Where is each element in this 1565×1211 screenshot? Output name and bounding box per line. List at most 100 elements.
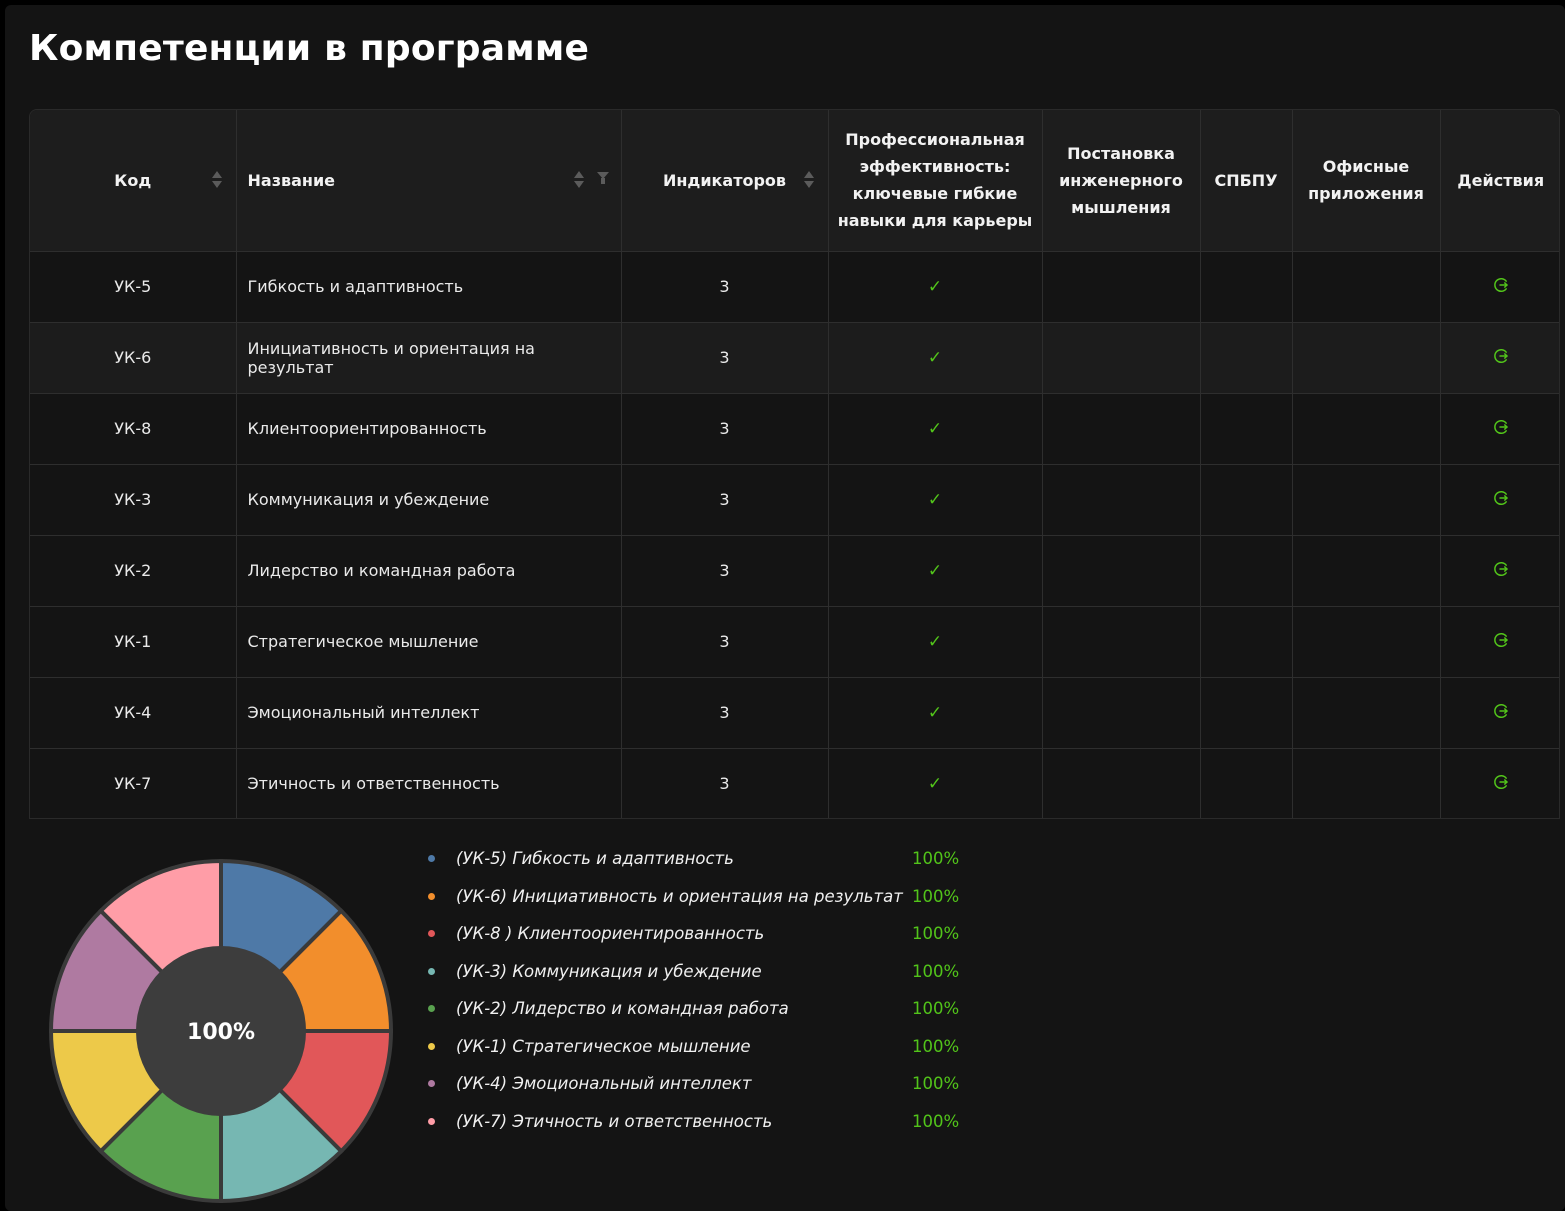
cell-actions bbox=[1440, 251, 1559, 323]
cell-course-office-apps bbox=[1292, 393, 1441, 465]
column-header-name[interactable]: Название bbox=[236, 110, 622, 252]
legend-label: (УК-1) Стратегическое мышление bbox=[456, 1036, 751, 1056]
logout-circle-icon[interactable] bbox=[1492, 489, 1510, 507]
cell-indicators: 3 bbox=[621, 677, 829, 749]
column-header-name-label: Название bbox=[247, 170, 336, 190]
cell-code: УК-8 bbox=[30, 393, 237, 465]
logout-circle-icon[interactable] bbox=[1492, 276, 1510, 294]
legend-percent: 100% bbox=[912, 1036, 960, 1056]
legend-dot bbox=[428, 930, 435, 938]
legend-percent: 100% bbox=[912, 999, 960, 1019]
legend-item[interactable]: (УК-4) Эмоциональный интеллект 100% bbox=[420, 1065, 980, 1103]
competencies-table: Код Название Индикаторов Профессиональна… bbox=[29, 109, 1560, 819]
cell-actions bbox=[1440, 535, 1559, 607]
legend-dot bbox=[428, 1080, 435, 1088]
check-icon: ✓ bbox=[927, 418, 943, 439]
cell-course-office-apps bbox=[1292, 535, 1441, 607]
cell-course-engineering-thinking bbox=[1042, 677, 1201, 749]
legend-item[interactable]: (УК-7) Этичность и ответственность 100% bbox=[420, 1103, 980, 1141]
table-row: УК-2 Лидерство и командная работа 3 ✓ bbox=[30, 535, 1559, 607]
cell-actions bbox=[1440, 393, 1559, 465]
pie-center bbox=[136, 946, 306, 1116]
check-icon: ✓ bbox=[927, 702, 943, 723]
logout-circle-icon[interactable] bbox=[1492, 347, 1510, 365]
legend-percent: 100% bbox=[912, 849, 960, 869]
cell-actions bbox=[1440, 748, 1559, 818]
column-header-course-spbpu: СПБПУ bbox=[1200, 110, 1293, 252]
cell-indicators: 3 bbox=[621, 251, 829, 323]
cell-indicators: 3 bbox=[621, 606, 829, 678]
cell-course-office-apps bbox=[1292, 251, 1441, 323]
legend-label: (УК-5) Гибкость и адаптивность bbox=[456, 849, 734, 869]
legend-dot bbox=[428, 1005, 435, 1013]
cell-code: УК-2 bbox=[30, 535, 237, 607]
column-header-course-professional-effectiveness: Профессиональная эффективность: ключевые… bbox=[828, 110, 1043, 252]
filter-icon[interactable] bbox=[596, 172, 609, 184]
logout-circle-icon[interactable] bbox=[1492, 702, 1510, 720]
cell-course-office-apps bbox=[1292, 322, 1441, 394]
cell-name: Этичность и ответственность bbox=[236, 748, 622, 818]
legend-dot bbox=[428, 967, 435, 975]
table-row: УК-1 Стратегическое мышление 3 ✓ bbox=[30, 606, 1559, 678]
cell-actions bbox=[1440, 464, 1559, 536]
table-row: УК-4 Эмоциональный интеллект 3 ✓ bbox=[30, 677, 1559, 749]
cell-name: Эмоциональный интеллект bbox=[236, 677, 622, 749]
cell-code: УК-7 bbox=[30, 748, 237, 818]
cell-course-office-apps bbox=[1292, 606, 1441, 678]
legend-item[interactable]: (УК-5) Гибкость и адаптивность 100% bbox=[420, 840, 980, 878]
legend-label: (УК-3) Коммуникация и убеждение bbox=[456, 961, 762, 981]
column-header-code[interactable]: Код bbox=[30, 110, 237, 252]
table-row: УК-3 Коммуникация и убеждение 3 ✓ bbox=[30, 464, 1559, 536]
cell-course-engineering-thinking bbox=[1042, 322, 1201, 394]
legend-label: (УК-2) Лидерство и командная работа bbox=[456, 999, 789, 1019]
legend-item[interactable]: (УК-2) Лидерство и командная работа 100% bbox=[420, 990, 980, 1028]
cell-name: Гибкость и адаптивность bbox=[236, 251, 622, 323]
cell-name: Клиентоориентированность bbox=[236, 393, 622, 465]
legend-dot bbox=[428, 1042, 435, 1050]
cell-name: Лидерство и командная работа bbox=[236, 535, 622, 607]
check-icon: ✓ bbox=[927, 489, 943, 510]
sort-icon[interactable] bbox=[212, 171, 222, 189]
logout-circle-icon[interactable] bbox=[1492, 631, 1510, 649]
legend-item[interactable]: (УК-1) Стратегическое мышление 100% bbox=[420, 1028, 980, 1066]
cell-code: УК-5 bbox=[30, 251, 237, 323]
cell-course-spbpu bbox=[1200, 748, 1293, 818]
column-header-indicators-label: Индикаторов bbox=[662, 170, 787, 190]
pie-center-label: 100% bbox=[187, 1020, 255, 1045]
competency-pie-chart: 100% bbox=[48, 858, 394, 1204]
table-row: УК-8 Клиентоориентированность 3 ✓ bbox=[30, 393, 1559, 465]
cell-indicators: 3 bbox=[621, 535, 829, 607]
cell-course-engineering-thinking bbox=[1042, 251, 1201, 323]
column-header-code-label: Код bbox=[114, 170, 152, 190]
cell-course-office-apps bbox=[1292, 748, 1441, 818]
page-title: Компетенции в программе bbox=[29, 28, 590, 69]
cell-course-office-apps bbox=[1292, 677, 1441, 749]
column-header-actions: Действия bbox=[1440, 110, 1559, 252]
cell-course-professional-effectiveness: ✓ bbox=[828, 606, 1043, 678]
legend-item[interactable]: (УК-8 ) Клиентоориентированность 100% bbox=[420, 915, 980, 953]
legend-item[interactable]: (УК-6) Инициативность и ориентация на ре… bbox=[420, 878, 980, 916]
check-icon: ✓ bbox=[927, 773, 943, 794]
logout-circle-icon[interactable] bbox=[1492, 773, 1510, 791]
legend-label: (УК-6) Инициативность и ориентация на ре… bbox=[456, 886, 903, 906]
column-header-course-engineering-thinking: Постановка инженерного мышления bbox=[1042, 110, 1201, 252]
cell-indicators: 3 bbox=[621, 464, 829, 536]
check-icon: ✓ bbox=[927, 276, 943, 297]
table-row: УК-5 Гибкость и адаптивность 3 ✓ bbox=[30, 251, 1559, 323]
legend-item[interactable]: (УК-3) Коммуникация и убеждение 100% bbox=[420, 953, 980, 991]
sort-icon[interactable] bbox=[573, 171, 584, 189]
legend-label: (УК-4) Эмоциональный интеллект bbox=[456, 1074, 752, 1094]
legend-dot bbox=[428, 892, 435, 900]
logout-circle-icon[interactable] bbox=[1492, 560, 1510, 578]
cell-course-professional-effectiveness: ✓ bbox=[828, 535, 1043, 607]
check-icon: ✓ bbox=[927, 347, 943, 368]
table-header-row: Код Название Индикаторов Профессиональна… bbox=[30, 110, 1559, 252]
column-header-indicators[interactable]: Индикаторов bbox=[621, 110, 829, 252]
cell-course-engineering-thinking bbox=[1042, 748, 1201, 818]
sort-icon[interactable] bbox=[803, 171, 814, 189]
cell-code: УК-3 bbox=[30, 464, 237, 536]
logout-circle-icon[interactable] bbox=[1492, 418, 1510, 436]
legend-dot bbox=[428, 1117, 435, 1125]
cell-course-spbpu bbox=[1200, 393, 1293, 465]
legend-percent: 100% bbox=[912, 1111, 960, 1131]
